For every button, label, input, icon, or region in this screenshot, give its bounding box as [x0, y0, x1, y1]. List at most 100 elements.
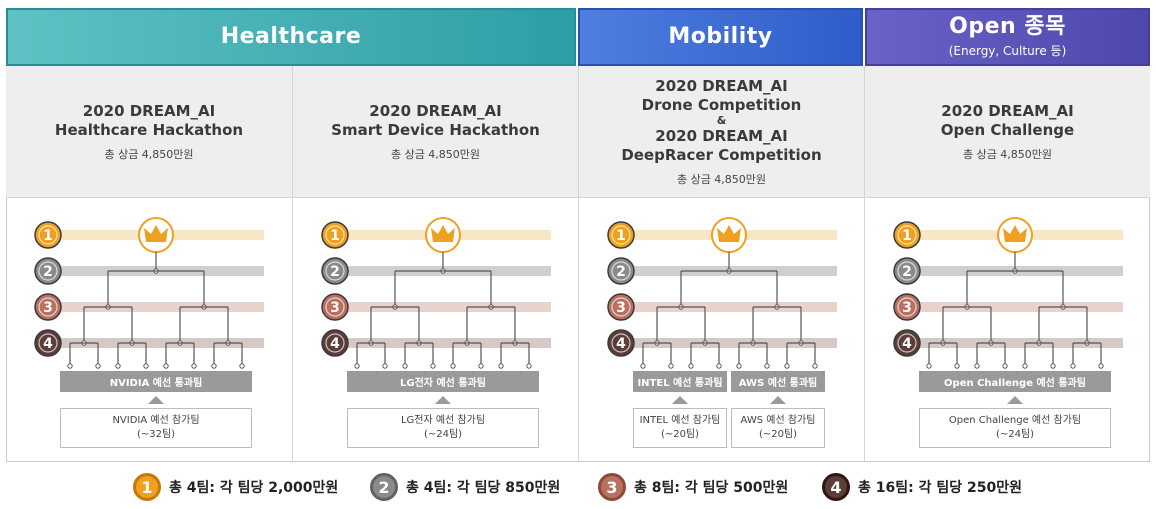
medal-number: 1	[616, 228, 626, 244]
bracket-node	[450, 363, 456, 369]
medal-inner	[897, 261, 917, 281]
medal-number: 2	[43, 264, 53, 280]
category-header-open: Open 종목 (Energy, Culture 등)	[865, 8, 1150, 66]
legend-text: 총 8팀: 각 팀당 500만원	[634, 480, 789, 496]
rank-2-medal-icon: 2	[321, 257, 349, 285]
medal-inner	[325, 333, 345, 353]
bracket-node	[974, 363, 980, 369]
competition-title-line: 2020 DREAM_AI	[369, 101, 502, 120]
qualifier-pass-box: LG전자 예선 통과팀	[347, 371, 539, 392]
crown-icon	[431, 225, 455, 242]
rank-band	[345, 302, 551, 312]
rank-3-medal-icon: 3	[607, 293, 635, 321]
medal-number: 1	[902, 228, 912, 244]
prize-total: 총 상금 4,850만원	[104, 147, 194, 161]
prize-total: 총 상금 4,850만원	[676, 172, 767, 186]
medal-inner	[38, 261, 58, 281]
competition-title-line: 2020 DREAM_AI	[82, 101, 216, 120]
legend-item-rank-2: 2 총 4팀: 각 팀당 850만원	[370, 473, 560, 501]
rank-4-medal-icon: 4	[893, 329, 921, 357]
competition-title-line: 2020 DREAM_AI	[655, 76, 788, 95]
bracket-node	[191, 363, 197, 369]
competition-title-line: DeepRacer Competition	[621, 145, 822, 164]
participant-count: (~20팀)	[660, 429, 700, 440]
medal-inner	[325, 225, 345, 245]
bracket-node	[143, 363, 149, 369]
medal-3-icon: 3	[598, 473, 626, 501]
competition-title-line: Drone Competition	[641, 95, 802, 114]
bracket-node	[115, 363, 121, 369]
bracket-node	[1022, 363, 1028, 369]
bracket-node	[926, 363, 932, 369]
participant-count: (~24팀)	[995, 429, 1035, 440]
medal-number: 4	[616, 336, 626, 352]
bracket-diagram: 1 2 3 4	[893, 217, 1123, 369]
prize-total: 총 상금 4,850만원	[390, 147, 481, 161]
category-subtitle: (Energy, Culture 등)	[948, 43, 1067, 58]
crown-icon	[1003, 225, 1027, 242]
rank-band	[917, 302, 1123, 312]
up-arrow-icon	[770, 396, 786, 404]
rank-2-medal-icon: 2	[893, 257, 921, 285]
medal-number: 4	[902, 336, 912, 352]
competition-title-line: Healthcare Hackathon	[54, 120, 244, 139]
participant-count: (~32팀)	[136, 429, 176, 440]
bracket-diagram: 1 2 3 4	[34, 217, 264, 369]
bracket-node	[1070, 363, 1076, 369]
participant-name: AWS 예선 참가팀	[740, 415, 816, 426]
competition-title-line: Smart Device Hackathon	[331, 120, 540, 139]
competition-title-area: 2020 DREAM_AI Open Challenge 총 상금 4,850만…	[865, 66, 1150, 198]
category-title: Open 종목	[949, 14, 1066, 40]
medal-inner	[38, 333, 58, 353]
medal-number: 1	[43, 228, 53, 244]
bracket-node	[1098, 363, 1104, 369]
rank-1-medal-icon: 1	[893, 221, 921, 249]
bracket-node	[402, 363, 408, 369]
medal-inner	[38, 297, 58, 317]
rank-band	[345, 338, 551, 348]
rank-band	[58, 338, 264, 348]
bracket-diagram: 1 2 3 4	[607, 217, 837, 369]
qualifier-pass-box: NVIDIA 예선 통과팀	[60, 371, 252, 392]
bracket-node	[498, 363, 504, 369]
qualifier-pass-box-intel: INTEL 예선 통과팀	[633, 371, 727, 392]
competition-title-line: Open Challenge	[940, 120, 1075, 139]
category-header-mobility: Mobility	[578, 8, 863, 66]
crown-icon	[717, 225, 741, 242]
bracket-node	[382, 363, 388, 369]
rank-band	[631, 302, 837, 312]
category-title: Mobility	[668, 23, 773, 49]
prize-legend: 1 총 4팀: 각 팀당 2,000만원 2 총 4팀: 각 팀당 850만원 …	[0, 473, 1156, 503]
participant-name: Open Challenge 예선 참가팀	[948, 415, 1082, 426]
legend-text: 총 4팀: 각 팀당 850만원	[406, 480, 561, 496]
competition-column-open-challenge: 2020 DREAM_AI Open Challenge 총 상금 4,850만…	[864, 66, 1150, 462]
competition-column-drone-deepracer: 2020 DREAM_AI Drone Competition & 2020 D…	[578, 66, 864, 462]
qualifier-participant-box-aws: AWS 예선 참가팀 (~20팀)	[731, 408, 825, 448]
bracket-node	[716, 363, 722, 369]
medal-2-icon: 2	[370, 473, 398, 501]
medal-number: 2	[616, 264, 626, 280]
rank-band	[58, 302, 264, 312]
medal-number: 4	[330, 336, 340, 352]
participant-name: LG전자 예선 참가팀	[400, 415, 486, 426]
participant-count: (~20팀)	[758, 429, 798, 440]
qualifier-participant-box: Open Challenge 예선 참가팀 (~24팀)	[919, 408, 1111, 448]
medal-inner	[611, 261, 631, 281]
bracket-node	[95, 363, 101, 369]
legend-item-rank-1: 1 총 4팀: 각 팀당 2,000만원	[133, 473, 338, 501]
medal-number: 3	[616, 300, 626, 316]
legend-text: 총 4팀: 각 팀당 2,000만원	[169, 480, 339, 496]
bracket-node	[478, 363, 484, 369]
legend-item-rank-4: 4 총 16팀: 각 팀당 250만원	[822, 473, 1022, 501]
rank-2-medal-icon: 2	[607, 257, 635, 285]
medal-inner	[611, 333, 631, 353]
medal-inner	[897, 333, 917, 353]
bracket-node	[954, 363, 960, 369]
qualifier-pass-box-aws: AWS 예선 통과팀	[731, 371, 825, 392]
up-arrow-icon	[1007, 396, 1023, 404]
bracket-node	[163, 363, 169, 369]
rank-4-medal-icon: 4	[321, 329, 349, 357]
legend-text: 총 16팀: 각 팀당 250만원	[858, 480, 1022, 496]
rank-3-medal-icon: 3	[321, 293, 349, 321]
rank-1-medal-icon: 1	[321, 221, 349, 249]
